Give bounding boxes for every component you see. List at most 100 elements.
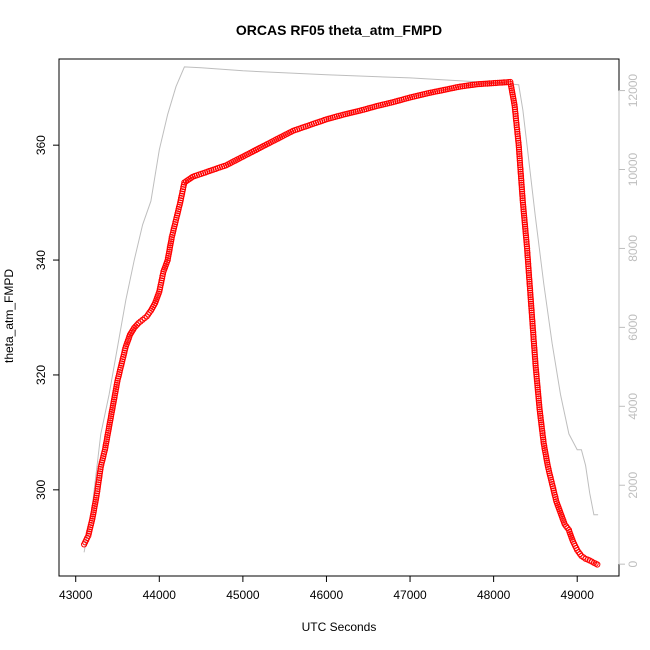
x-tick-label: 45000 (226, 588, 260, 602)
theta-point (94, 485, 101, 492)
theta-point (96, 470, 103, 477)
y2-tick-label: 0 (626, 561, 640, 568)
theta-point (525, 260, 532, 268)
x-tick-label: 49000 (561, 588, 595, 602)
theta-point (526, 276, 533, 283)
theta-point (513, 122, 520, 129)
theta-point (539, 432, 546, 439)
theta-point (107, 415, 114, 422)
theta-point (534, 386, 541, 393)
theta-point (159, 270, 167, 277)
theta-point (539, 434, 547, 441)
theta-point (166, 246, 173, 253)
theta-point (519, 190, 526, 197)
y2-tick-label: 8000 (626, 235, 640, 262)
theta-point (525, 272, 533, 279)
theta-point (518, 175, 525, 182)
theta-point (520, 203, 527, 211)
series-layer (81, 66, 601, 568)
theta-point (525, 265, 532, 272)
theta-point (494, 79, 501, 86)
theta-point (528, 309, 535, 316)
theta-point (524, 258, 532, 265)
theta-point (530, 336, 537, 343)
y-tick-label: 340 (34, 250, 48, 270)
theta-point (461, 82, 468, 90)
theta-point (536, 408, 544, 415)
theta-point (537, 414, 544, 422)
theta-point (471, 81, 478, 88)
theta-point (538, 425, 546, 432)
theta-point (524, 245, 531, 252)
y2-tick-label: 10000 (626, 152, 640, 186)
theta-point (527, 294, 534, 301)
theta-point (521, 212, 528, 219)
theta-point (528, 314, 536, 321)
theta-point (498, 79, 506, 86)
theta-point (535, 397, 542, 404)
theta-point (534, 384, 541, 391)
theta-point (530, 340, 538, 347)
theta-point (527, 296, 534, 303)
theta-point (534, 388, 542, 395)
y-tick-label: 320 (34, 365, 48, 385)
theta-point (523, 241, 530, 248)
theta-point (537, 412, 544, 419)
theta-point (475, 81, 483, 88)
theta-point (93, 492, 100, 499)
theta-point (519, 188, 526, 195)
theta-point (529, 320, 536, 327)
theta-point (514, 130, 521, 138)
theta-point (521, 217, 528, 224)
theta-point (514, 126, 521, 133)
theta-point (536, 401, 543, 409)
theta-point (527, 289, 534, 296)
theta-point (524, 249, 531, 257)
theta-point (515, 142, 522, 149)
y-tick-label: 300 (34, 480, 48, 500)
theta-point (517, 166, 524, 173)
theta-point (515, 139, 522, 146)
theta-point (515, 137, 522, 144)
theta-point (529, 316, 536, 323)
theta-point (533, 375, 540, 382)
theta-point (524, 252, 531, 259)
theta-point (529, 322, 536, 329)
y-tick-label: 360 (34, 135, 48, 155)
theta-point (164, 257, 171, 264)
theta-point (530, 333, 537, 340)
theta-point (513, 117, 520, 124)
theta-point (525, 269, 532, 276)
theta-point (540, 436, 547, 443)
theta-point (543, 453, 550, 460)
theta-point (517, 173, 525, 180)
theta-point (512, 110, 519, 118)
theta-point (512, 108, 519, 115)
theta-point (530, 338, 537, 345)
theta-point (531, 342, 538, 349)
theta-point (523, 236, 530, 243)
theta-point (512, 115, 520, 122)
theta-point (531, 353, 539, 360)
theta-point (513, 119, 520, 126)
x-tick-label: 44000 (143, 588, 177, 602)
theta-point (535, 399, 543, 406)
theta-point (157, 284, 164, 291)
theta-point (113, 383, 120, 391)
theta-point (486, 80, 493, 87)
theta-point (94, 488, 101, 495)
theta-point (484, 80, 491, 87)
theta-point (535, 393, 542, 400)
theta-point (532, 362, 539, 369)
x-tick-label: 47000 (393, 588, 427, 602)
x-tick-label: 46000 (310, 588, 344, 602)
theta-point (177, 197, 184, 204)
theta-point (111, 394, 118, 401)
theta-point (533, 373, 540, 380)
theta-point (525, 263, 532, 270)
theta-point (529, 327, 537, 334)
y-axis-right: 0 2000 4000 6000 8000 10000 12000 (618, 74, 640, 568)
theta-point (102, 444, 109, 451)
theta-point (522, 232, 530, 239)
theta-point (473, 81, 480, 88)
